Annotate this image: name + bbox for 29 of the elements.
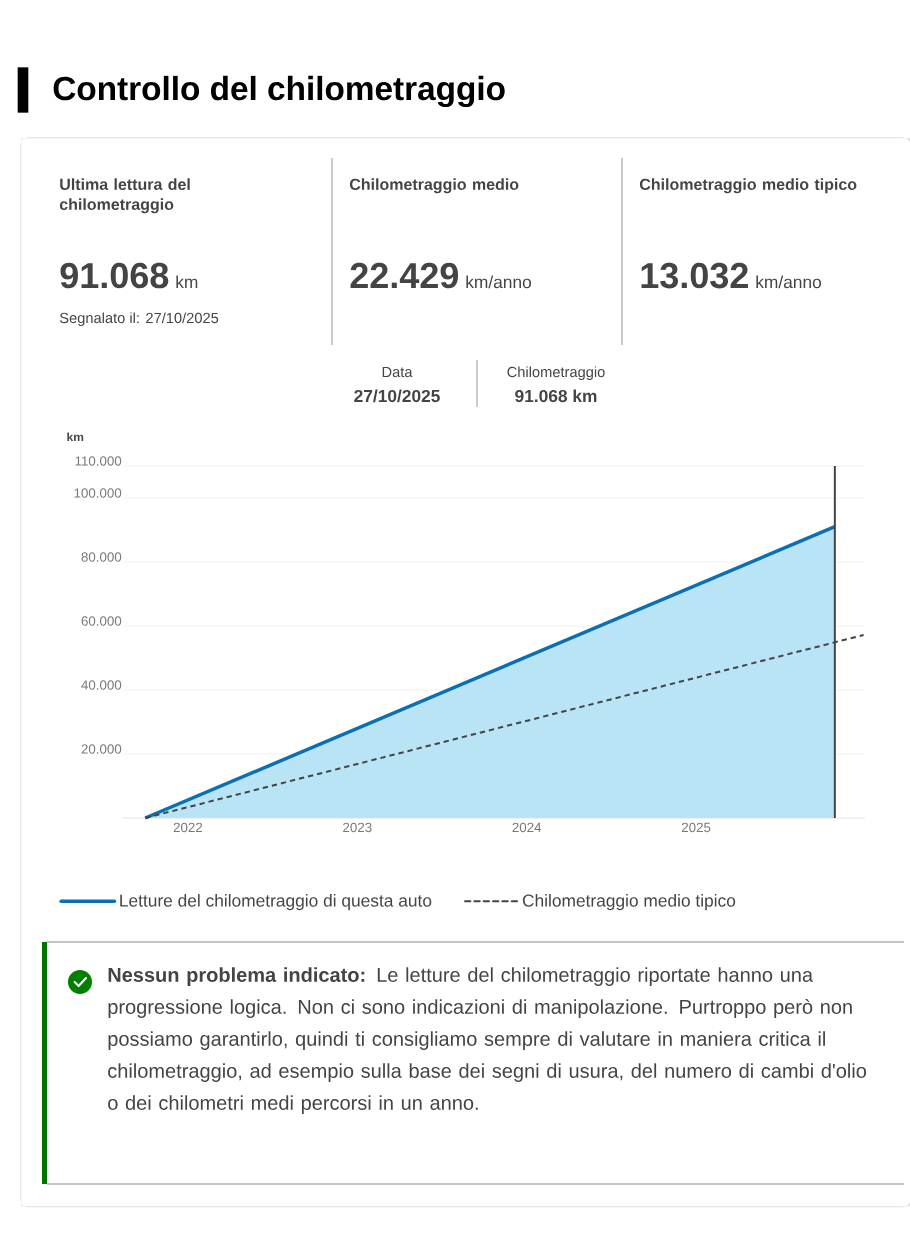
text: km/anno xyxy=(466,275,531,289)
text: Nessun problema indicato: Le letture del chilometraggio riportate hanno una progressione logica. Non ci sono indicazioni di manipolazione. Purtroppo però non possiamo garantirlo, quindi ti consigliamo sempre di valutare in maniera critica il chilometraggio, ad esempio sulla base dei segni di usura, del numero di cambi d'olio o dei chilometri medi percorsi in un anno. xyxy=(107,967,866,1114)
y-tick-label: 40.000 xyxy=(81,680,122,690)
y-tick-label: 60.000 xyxy=(81,616,122,626)
text: Segnalato il: 27/10/2025 xyxy=(59,312,219,327)
legend-label: Letture del chilometraggio di questa auto xyxy=(120,894,432,911)
x-tick-label: 2023 xyxy=(343,822,372,833)
text: 22.429 xyxy=(350,262,458,289)
y-tick-label: 20.000 xyxy=(81,744,122,754)
y-tick-label: 80.000 xyxy=(81,552,122,562)
text: 91.068 xyxy=(60,262,169,289)
text: km/anno xyxy=(756,275,821,289)
legend-label: Chilometraggio medio tipico xyxy=(522,894,735,911)
x-tick-label: 2024 xyxy=(512,822,541,833)
text: Ultima lettura del chilometraggio xyxy=(59,178,190,214)
x-tick-label: 2025 xyxy=(681,822,711,833)
text: Chilometraggio medio tipico xyxy=(639,178,857,194)
text: Chilometraggio medio xyxy=(349,178,519,194)
y-tick-label: 110.000 xyxy=(75,456,122,466)
x-tick-label: 2022 xyxy=(173,822,202,833)
text: 13.032 xyxy=(641,262,748,289)
y-axis-title: km xyxy=(67,432,84,442)
text: 27/10/2025 xyxy=(354,389,440,403)
y-tick-label: 100.000 xyxy=(74,488,122,498)
text: km xyxy=(176,275,198,288)
chart-title: Controllo del chilometraggio xyxy=(53,75,505,108)
text: Chilometraggio xyxy=(507,366,605,381)
text: Data xyxy=(382,366,413,378)
text: 91.068 km xyxy=(515,389,597,403)
